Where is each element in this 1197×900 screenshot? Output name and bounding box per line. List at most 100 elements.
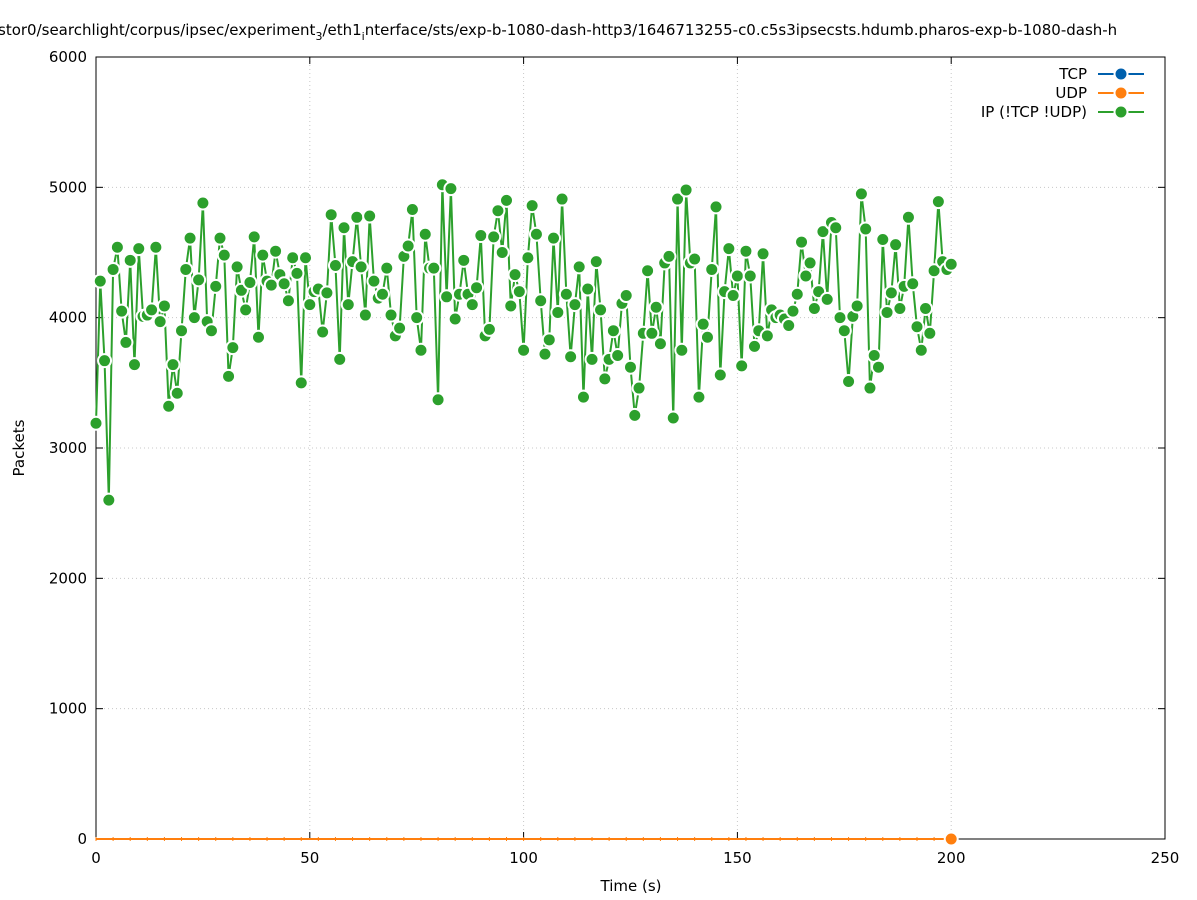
chart-title: stor0/searchlight/corpus/ipsec/experimen… xyxy=(0,21,1117,43)
data-point xyxy=(802,255,818,271)
data-point xyxy=(610,347,626,363)
data-point xyxy=(567,297,583,313)
legend-marker xyxy=(1113,104,1129,120)
data-point xyxy=(862,380,878,396)
data-point xyxy=(499,192,514,208)
data-point xyxy=(319,285,335,301)
data-point xyxy=(469,280,485,296)
data-point xyxy=(554,191,570,207)
data-point xyxy=(379,260,395,276)
data-point xyxy=(246,229,262,245)
data-point xyxy=(332,351,348,367)
data-point xyxy=(178,261,194,277)
data-point xyxy=(255,247,271,263)
data-point xyxy=(918,301,934,317)
legend-label: TCP xyxy=(1058,65,1087,83)
data-point xyxy=(195,195,211,211)
data-point xyxy=(879,304,895,320)
data-point xyxy=(631,380,647,396)
data-point xyxy=(849,298,865,314)
data-point xyxy=(670,191,686,207)
data-point xyxy=(105,261,121,277)
data-point xyxy=(759,328,775,344)
data-point xyxy=(627,407,643,423)
data-point xyxy=(593,302,609,318)
data-point xyxy=(362,208,378,224)
data-point xyxy=(101,492,117,508)
data-point xyxy=(392,320,408,336)
series-2 xyxy=(88,177,959,508)
data-point xyxy=(794,234,810,250)
data-point xyxy=(144,302,160,318)
data-point xyxy=(900,209,916,225)
legend-label: IP (!TCP !UDP) xyxy=(981,103,1087,121)
data-point xyxy=(520,250,536,266)
data-point xyxy=(930,194,946,210)
data-point xyxy=(212,230,228,246)
data-point xyxy=(507,267,523,283)
data-point xyxy=(678,182,694,198)
data-point xyxy=(186,310,202,326)
data-point xyxy=(293,375,309,391)
data-point xyxy=(905,276,921,292)
data-point xyxy=(131,241,147,257)
data-point xyxy=(747,338,762,354)
data-point xyxy=(588,254,604,270)
y-tick-label: 5000 xyxy=(49,178,87,196)
data-point xyxy=(242,274,258,290)
data-point xyxy=(888,237,904,253)
data-point xyxy=(315,324,331,340)
data-point xyxy=(302,297,318,313)
data-point xyxy=(524,198,540,214)
data-point xyxy=(88,415,104,431)
x-axis-label: Time (s) xyxy=(600,877,662,895)
x-tick-label: 0 xyxy=(91,849,101,867)
chart-title-sub-1: 3 xyxy=(315,30,322,43)
data-point xyxy=(430,392,446,408)
data-point xyxy=(541,332,557,348)
data-point xyxy=(97,353,113,369)
data-point xyxy=(114,303,130,319)
data-point xyxy=(92,273,108,289)
data-point xyxy=(268,243,284,259)
data-point xyxy=(126,357,142,373)
data-point xyxy=(152,314,168,330)
data-point xyxy=(289,265,305,281)
legend-label: UDP xyxy=(1055,84,1087,102)
data-point xyxy=(785,303,801,319)
data-point xyxy=(349,209,365,225)
data-point xyxy=(644,325,660,341)
data-point xyxy=(161,398,177,414)
data-point xyxy=(652,336,668,352)
data-point xyxy=(832,310,848,326)
data-point xyxy=(417,226,433,242)
y-axis-label: Packets xyxy=(10,419,28,476)
data-point xyxy=(640,263,656,279)
data-point xyxy=(336,220,352,236)
data-point xyxy=(704,261,720,277)
data-point xyxy=(550,304,566,320)
data-point xyxy=(605,323,621,339)
data-point xyxy=(374,286,390,302)
data-point xyxy=(340,297,356,313)
y-tick-label: 0 xyxy=(77,830,87,848)
data-point xyxy=(841,374,857,390)
data-point xyxy=(383,307,399,323)
data-point xyxy=(280,293,296,309)
data-point xyxy=(191,272,207,288)
y-tick-label: 4000 xyxy=(49,309,87,327)
data-point xyxy=(323,207,339,223)
chart-title-part-1: stor0/searchlight/corpus/ipsec/experimen… xyxy=(0,21,316,39)
data-point xyxy=(558,286,574,302)
chart-title-sub-2: i xyxy=(362,30,365,43)
data-point xyxy=(537,346,553,362)
x-tick-label: 200 xyxy=(937,849,966,867)
data-point xyxy=(623,359,638,375)
data-point xyxy=(892,301,908,317)
data-point xyxy=(156,298,172,314)
y-tick-label: 2000 xyxy=(49,569,87,587)
data-point xyxy=(691,389,707,405)
data-point xyxy=(238,302,254,318)
y-tick-label: 3000 xyxy=(49,439,87,457)
